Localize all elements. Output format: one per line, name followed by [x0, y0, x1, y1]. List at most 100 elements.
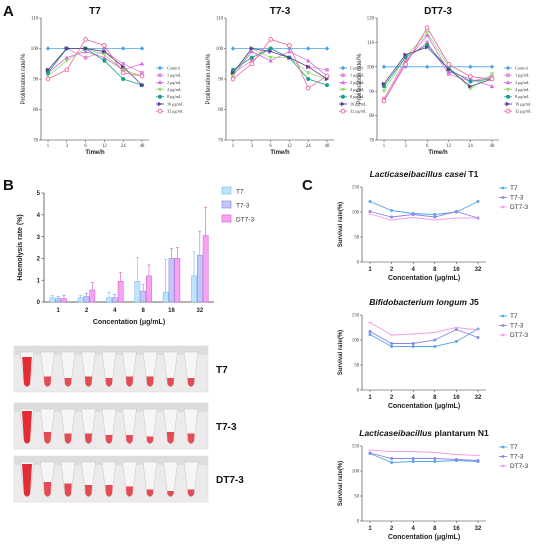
- legend-label: 32 μg/mL: [167, 109, 184, 114]
- y-tick-label: 100: [216, 47, 224, 52]
- series-line: [369, 452, 479, 461]
- data-point: [45, 74, 51, 79]
- series-line: [369, 322, 479, 336]
- y-axis-label: Proliferation rate/%: [357, 53, 363, 105]
- tube-red-content: [64, 483, 72, 497]
- tube-red-content: [187, 489, 195, 497]
- x-tick-label: 12: [287, 144, 292, 149]
- data-point: [121, 61, 125, 66]
- x-tick-label: 1: [232, 144, 235, 149]
- tube-row-label: T7-3: [216, 422, 237, 433]
- data-point: [139, 46, 145, 51]
- legend-entry: 4 μg/mL: [156, 87, 182, 92]
- series-1: [368, 451, 480, 462]
- y-tick-label: 120: [367, 17, 375, 22]
- data-point: [102, 52, 107, 57]
- legend-marker: [505, 87, 511, 92]
- data-point: [121, 64, 126, 69]
- x-tick-label: 2: [390, 395, 394, 401]
- data-point: [368, 330, 372, 333]
- legend-entry: 16 μg/mL: [339, 101, 367, 106]
- legend-entry: 2 μg/mL: [339, 80, 365, 85]
- data-point: [390, 342, 394, 345]
- data-point: [230, 70, 236, 76]
- y-axis-label: Proliferation rate/%: [21, 53, 27, 105]
- legend-entry: 1 μg/mL: [339, 73, 365, 78]
- tube-row-label: DT7-3: [216, 475, 244, 486]
- chart-a2: T7-3 70 80 90 100 110 1 3 6 12 24 48 Time/h Prolifera…: [206, 6, 367, 156]
- x-tick-label: 16: [453, 526, 460, 532]
- series-line: [369, 213, 478, 221]
- legend-entry: T7-3: [499, 454, 524, 461]
- data-point: [425, 40, 429, 45]
- y-tick-label: 100: [31, 47, 39, 52]
- tube-red-content: [166, 432, 175, 444]
- legend-label: 16 μg/mL: [515, 101, 532, 106]
- legend-label: T7: [510, 444, 518, 451]
- chart-c3: Lacticaseibacillus plantarum N1 0 50 100 150…: [338, 428, 528, 541]
- y-tick-label: 100: [367, 65, 375, 70]
- legend-label: 1 μg/mL: [515, 73, 530, 78]
- legend-label: 32 μg/mL: [350, 109, 367, 114]
- data-point: [64, 67, 70, 73]
- x-tick-label: 32: [196, 308, 203, 314]
- x-tick-label: 1: [368, 395, 372, 401]
- data-point: [381, 98, 387, 104]
- tube-red-content: [64, 378, 72, 387]
- series-2: [230, 49, 330, 78]
- x-tick-label: 24: [121, 144, 126, 149]
- data-point: [390, 209, 394, 212]
- data-point: [102, 49, 107, 54]
- legend-marker: [340, 65, 346, 71]
- series-line: [47, 48, 143, 77]
- data-point: [381, 89, 387, 94]
- data-point: [249, 61, 255, 67]
- x-tick-label: 32: [475, 267, 482, 273]
- legend-marker: [501, 464, 505, 468]
- y-tick-label: 4: [37, 213, 41, 219]
- x-axis-label: Concentation (μg/mL): [388, 275, 460, 282]
- legend-marker: [340, 87, 346, 92]
- x-tick-label: 3: [404, 144, 407, 149]
- legend-label: DT7-3: [236, 217, 254, 224]
- y-tick-label: 50: [354, 236, 359, 241]
- series-5: [45, 46, 145, 88]
- panel-letter-c: C: [302, 177, 313, 194]
- bar: [83, 296, 90, 303]
- tube-red-content: [126, 435, 133, 444]
- data-point: [446, 62, 452, 67]
- legend-marker: [157, 108, 163, 114]
- data-point: [102, 43, 107, 48]
- x-tick-label: 1: [56, 308, 60, 314]
- y-tick-label: 110: [216, 17, 224, 22]
- series-2: [368, 449, 480, 456]
- data-point: [45, 46, 51, 51]
- legend-marker: [501, 314, 505, 318]
- data-point: [433, 338, 437, 342]
- series-line: [232, 48, 328, 80]
- tube-red-content: [146, 376, 154, 387]
- x-tick-label: 8: [433, 526, 437, 532]
- series-line: [232, 51, 328, 77]
- data-point: [468, 87, 473, 91]
- y-tick-label: 0: [357, 520, 360, 525]
- data-point: [403, 62, 408, 67]
- x-tick-label: 16: [168, 308, 175, 314]
- legend-entry: 32 μg/mL: [339, 109, 367, 114]
- data-point: [454, 328, 458, 331]
- tube-red-content: [105, 378, 113, 387]
- data-point: [489, 64, 495, 69]
- x-tick-label: 4: [412, 267, 416, 273]
- legend-marker: [505, 108, 511, 114]
- y-tick-label: 90: [218, 78, 223, 83]
- legend-entry: DT7-3: [499, 332, 528, 339]
- data-point: [390, 345, 394, 348]
- y-axis-label: Survival rate(%): [338, 330, 344, 375]
- data-point: [325, 83, 329, 88]
- legend-label: 8 μg/mL: [350, 94, 365, 99]
- legend-marker: [340, 80, 346, 85]
- data-point: [390, 457, 394, 460]
- data-point: [390, 215, 394, 219]
- legend-label: 4 μg/mL: [167, 87, 182, 92]
- bar: [106, 297, 112, 303]
